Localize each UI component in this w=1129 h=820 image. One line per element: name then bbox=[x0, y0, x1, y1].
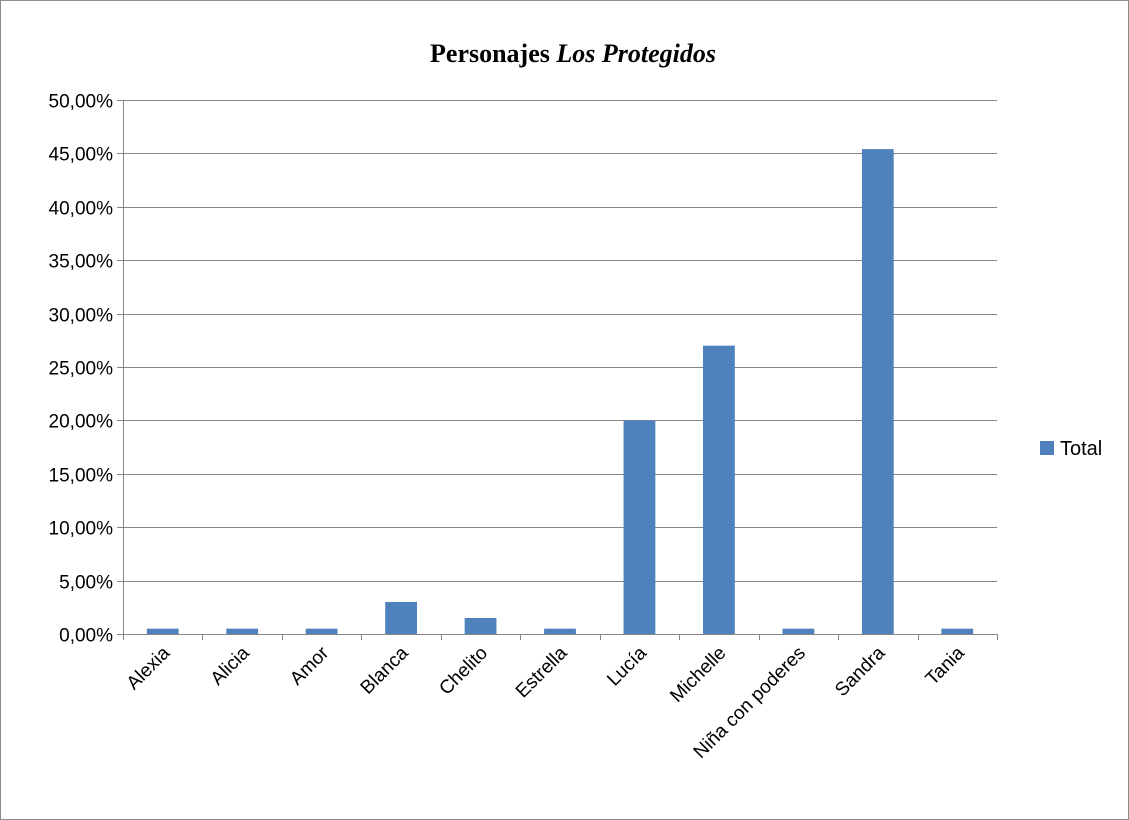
bar-0 bbox=[146, 628, 179, 634]
y-tick-label: 5,00% bbox=[59, 573, 113, 594]
gridlines bbox=[117, 100, 998, 640]
x-tick-label: Tania bbox=[922, 642, 969, 689]
y-tick-label: 15,00% bbox=[49, 466, 114, 487]
bars bbox=[146, 149, 974, 635]
x-tick-label: Michelle bbox=[666, 643, 730, 707]
x-tick-label: Lucía bbox=[603, 642, 651, 690]
bar-9 bbox=[861, 149, 894, 635]
y-tick-label: 35,00% bbox=[49, 252, 114, 273]
bar-6 bbox=[623, 420, 656, 634]
y-tick-label: 20,00% bbox=[49, 412, 114, 433]
y-tick-label: 30,00% bbox=[49, 306, 114, 327]
legend-swatch-total bbox=[1040, 441, 1054, 455]
legend: Total bbox=[1040, 438, 1102, 460]
bar-2 bbox=[305, 628, 338, 634]
bar-3 bbox=[385, 601, 417, 634]
x-axis-ticks: Alexia Alicia Amor Blanca Chelito Estrella Luc… bbox=[123, 642, 969, 763]
bar-4 bbox=[464, 617, 497, 634]
x-tick-label: Alicia bbox=[207, 642, 254, 689]
y-tick-label: 0,00% bbox=[59, 626, 113, 647]
bar-5 bbox=[544, 628, 576, 634]
y-tick-label: 45,00% bbox=[49, 145, 114, 166]
x-tick-label: Sandra bbox=[831, 642, 889, 700]
y-tick-label: 50,00% bbox=[49, 92, 114, 113]
x-tick-label: Chelito bbox=[435, 643, 492, 700]
x-tick-label: Amor bbox=[286, 642, 333, 689]
y-tick-label: 25,00% bbox=[49, 359, 114, 380]
bar-7 bbox=[703, 345, 735, 634]
chart-title-main: Personajes bbox=[430, 39, 550, 68]
y-axis-ticks: 0,00% 5,00% 10,00% 15,00% 20,00% 25,00% 30,00%… bbox=[49, 92, 114, 647]
chart-title: Personajes Los Protegidos bbox=[430, 39, 716, 68]
bar-10 bbox=[941, 628, 974, 634]
x-tick-label: Estrella bbox=[512, 642, 572, 702]
bar-8 bbox=[782, 628, 815, 634]
x-tick-label: Blanca bbox=[357, 642, 413, 698]
chart-title-italic: Los Protegidos bbox=[555, 39, 716, 68]
legend-label-total: Total bbox=[1060, 438, 1102, 460]
y-tick-label: 40,00% bbox=[49, 199, 114, 220]
bar-1 bbox=[226, 628, 259, 634]
x-tick-label: Alexia bbox=[123, 642, 175, 694]
y-tick-label: 10,00% bbox=[49, 519, 114, 540]
